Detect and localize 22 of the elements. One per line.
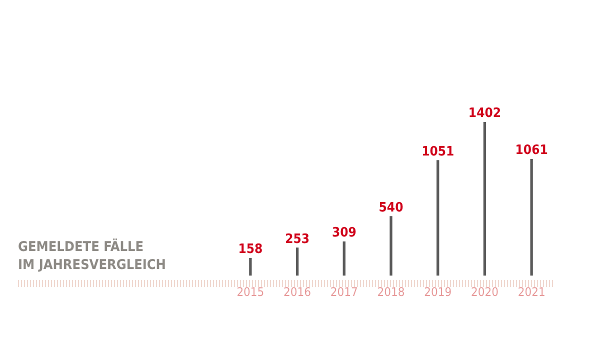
bar	[296, 248, 299, 276]
bar	[249, 258, 252, 276]
x-tick-label: 2021	[518, 284, 546, 299]
x-tick-label: 2019	[424, 284, 452, 299]
text: GEMELDETE FÄLLE IM JAHRESVERGLEICH	[18, 238, 166, 274]
x-tick-label: 2017	[330, 284, 358, 299]
data-label: 309	[332, 226, 356, 241]
x-tick-label: 2016	[284, 284, 312, 299]
bar	[530, 159, 533, 276]
x-tick-label: 2018	[377, 284, 405, 299]
x-tick-label: 2020	[470, 284, 499, 299]
bar	[483, 122, 486, 276]
bar	[342, 241, 346, 276]
bar	[390, 216, 392, 276]
data-label: 540	[378, 200, 404, 216]
data-label: 1061	[515, 143, 548, 158]
bar	[436, 160, 440, 276]
data-label: 158	[238, 242, 263, 258]
data-label: 1051	[422, 144, 454, 160]
data-label: 253	[285, 232, 310, 247]
x-tick-label: 2015	[236, 284, 264, 299]
data-label: 1402	[468, 106, 501, 121]
